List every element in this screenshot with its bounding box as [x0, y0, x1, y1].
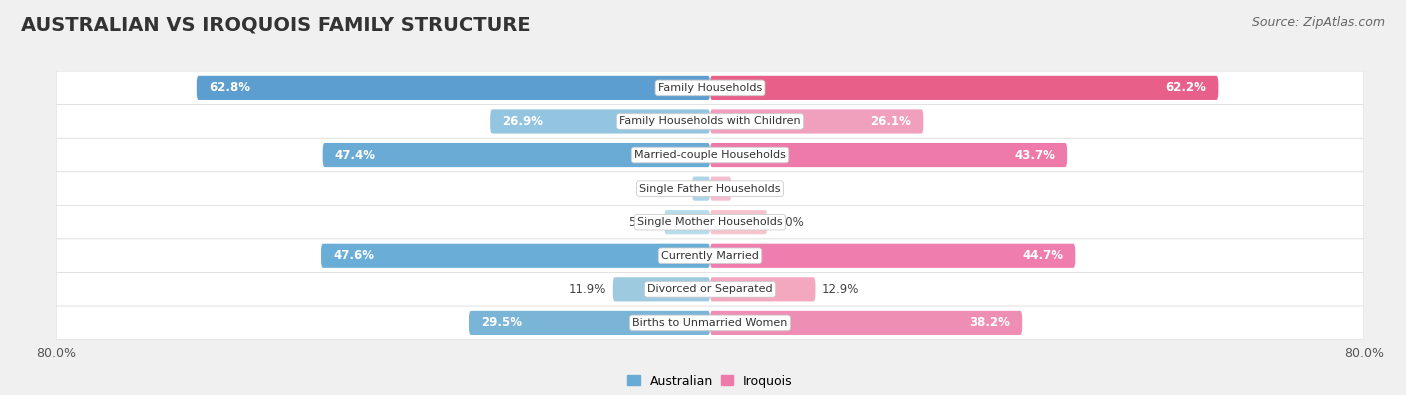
- Text: 7.0%: 7.0%: [773, 216, 803, 229]
- FancyBboxPatch shape: [491, 109, 710, 134]
- Text: AUSTRALIAN VS IROQUOIS FAMILY STRUCTURE: AUSTRALIAN VS IROQUOIS FAMILY STRUCTURE: [21, 16, 530, 35]
- Text: 11.9%: 11.9%: [569, 283, 606, 296]
- Text: 2.2%: 2.2%: [655, 182, 686, 195]
- Text: 26.9%: 26.9%: [502, 115, 544, 128]
- FancyBboxPatch shape: [613, 277, 710, 301]
- Text: 38.2%: 38.2%: [969, 316, 1010, 329]
- FancyBboxPatch shape: [56, 273, 1364, 306]
- FancyBboxPatch shape: [710, 76, 1219, 100]
- Text: 29.5%: 29.5%: [481, 316, 522, 329]
- Text: Source: ZipAtlas.com: Source: ZipAtlas.com: [1251, 16, 1385, 29]
- FancyBboxPatch shape: [710, 210, 768, 234]
- FancyBboxPatch shape: [56, 239, 1364, 273]
- FancyBboxPatch shape: [56, 205, 1364, 239]
- Text: Married-couple Households: Married-couple Households: [634, 150, 786, 160]
- Text: 44.7%: 44.7%: [1022, 249, 1063, 262]
- FancyBboxPatch shape: [664, 210, 710, 234]
- FancyBboxPatch shape: [710, 177, 731, 201]
- FancyBboxPatch shape: [56, 172, 1364, 205]
- FancyBboxPatch shape: [710, 311, 1022, 335]
- Text: 26.1%: 26.1%: [870, 115, 911, 128]
- Text: Divorced or Separated: Divorced or Separated: [647, 284, 773, 294]
- FancyBboxPatch shape: [197, 76, 710, 100]
- FancyBboxPatch shape: [322, 143, 710, 167]
- Text: 43.7%: 43.7%: [1014, 149, 1054, 162]
- FancyBboxPatch shape: [56, 105, 1364, 138]
- Text: Currently Married: Currently Married: [661, 251, 759, 261]
- Text: Family Households with Children: Family Households with Children: [619, 117, 801, 126]
- FancyBboxPatch shape: [56, 71, 1364, 105]
- FancyBboxPatch shape: [470, 311, 710, 335]
- FancyBboxPatch shape: [321, 244, 710, 268]
- FancyBboxPatch shape: [692, 177, 710, 201]
- FancyBboxPatch shape: [56, 138, 1364, 172]
- Text: 47.4%: 47.4%: [335, 149, 375, 162]
- Legend: Australian, Iroquois: Australian, Iroquois: [623, 370, 797, 393]
- Text: 62.2%: 62.2%: [1166, 81, 1206, 94]
- Text: 62.8%: 62.8%: [209, 81, 250, 94]
- Text: 12.9%: 12.9%: [823, 283, 859, 296]
- Text: Single Father Households: Single Father Households: [640, 184, 780, 194]
- Text: 2.6%: 2.6%: [738, 182, 768, 195]
- FancyBboxPatch shape: [710, 143, 1067, 167]
- Text: 5.6%: 5.6%: [628, 216, 658, 229]
- FancyBboxPatch shape: [710, 277, 815, 301]
- Text: 47.6%: 47.6%: [333, 249, 374, 262]
- FancyBboxPatch shape: [56, 306, 1364, 340]
- Text: Family Households: Family Households: [658, 83, 762, 93]
- Text: Single Mother Households: Single Mother Households: [637, 217, 783, 227]
- Text: Births to Unmarried Women: Births to Unmarried Women: [633, 318, 787, 328]
- FancyBboxPatch shape: [710, 109, 924, 134]
- FancyBboxPatch shape: [710, 244, 1076, 268]
